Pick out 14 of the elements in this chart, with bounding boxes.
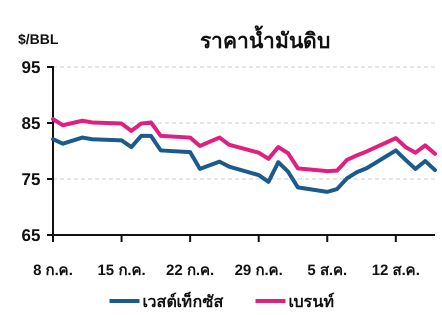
x-tick-label: 5 ส.ค. — [307, 262, 348, 279]
y-tick-label: 85 — [22, 114, 40, 133]
x-tick-label: 15 ก.ค. — [97, 262, 146, 279]
x-tick-label: 12 ส.ค. — [372, 262, 420, 279]
x-tick-label: 29 ก.ค. — [234, 262, 283, 279]
y-tick-label: 75 — [22, 170, 40, 189]
legend-label: เวสต์เท็กซัส — [142, 290, 224, 311]
chart-title: ราคาน้ำมันดิบ — [200, 25, 330, 53]
x-tick-label: 22 ก.ค. — [166, 262, 214, 279]
y-axis-title: $/BBL — [18, 31, 59, 47]
legend-label: เบรนท์ — [288, 292, 334, 311]
x-tick-label: 8 ก.ค. — [33, 262, 73, 279]
y-tick-label: 65 — [22, 226, 40, 245]
y-tick-label: 95 — [22, 58, 40, 77]
